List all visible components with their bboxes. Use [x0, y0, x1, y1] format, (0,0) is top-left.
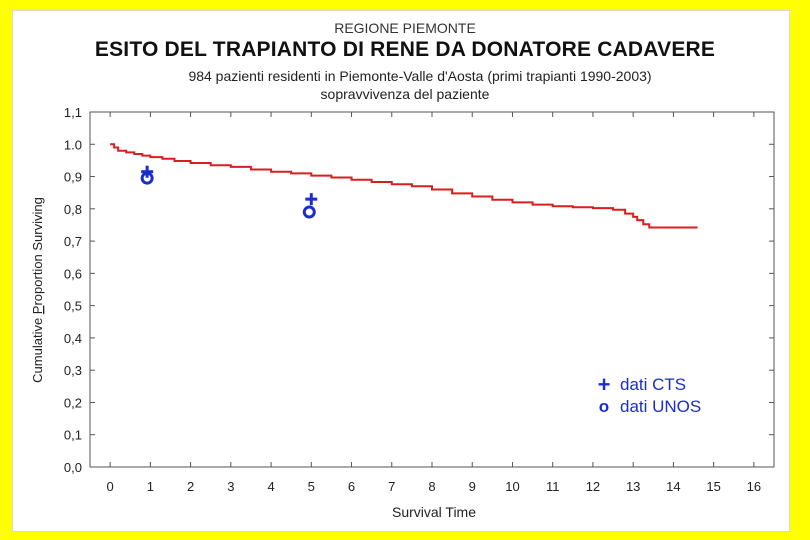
y-tick-label: 0,1 [64, 428, 82, 443]
y-axis-label-prefix: Cumulative [30, 314, 45, 383]
y-tick-label: 0,5 [64, 299, 82, 314]
y-axis-label-highlight: P [30, 306, 45, 315]
x-tick-label: 7 [388, 479, 395, 494]
y-tick-label: 0,9 [64, 170, 82, 185]
x-tick-label: 3 [227, 479, 234, 494]
series-layer [110, 143, 698, 229]
y-tick-label: 0,0 [64, 460, 82, 475]
legend: + dati CTS o dati UNOS [598, 372, 702, 416]
y-axis-label: Cumulative Proportion Surviving [30, 197, 45, 383]
x-tick-label: 5 [308, 479, 315, 494]
legend-unos-symbol: o [599, 397, 609, 416]
x-tick-label: 16 [747, 479, 761, 494]
legend-cts-label: dati CTS [620, 375, 686, 394]
y-tick-label: 0,8 [64, 202, 82, 217]
chart-title: ESITO DEL TRAPIANTO DI RENE DA DONATORE … [94, 38, 716, 61]
y-tick-label: 1.0 [64, 137, 82, 152]
y-axis-label-suffix: roportion Surviving [30, 197, 45, 305]
y-tick-label: 0,7 [64, 234, 82, 249]
y-tick-label: 0,3 [64, 363, 82, 378]
x-tick-label: 10 [505, 479, 519, 494]
x-tick-label: 1 [147, 479, 154, 494]
x-tick-label: 15 [706, 479, 720, 494]
y-tick-label: 0,4 [64, 331, 82, 346]
x-tick-label: 12 [586, 479, 600, 494]
legend-unos-label: dati UNOS [620, 397, 701, 416]
chart-subtitle-line1: 984 pazienti residenti in Piemonte-Valle… [188, 68, 652, 84]
y-tick-label: 1,1 [64, 105, 82, 120]
unos-marker [302, 205, 316, 219]
y-axis: 0,0 0,1 0,2 0,3 0,4 0,5 0,6 0,7 0,8 0,9 1.0 1,1 [64, 105, 774, 475]
x-tick-label: 14 [666, 479, 680, 494]
y-tick-label: 0,2 [64, 395, 82, 410]
chart-subtitle-line2: sopravvivenza del paziente [320, 86, 490, 102]
x-tick-label: 9 [469, 479, 476, 494]
cts-marker [305, 193, 318, 206]
y-tick-label: 0,6 [64, 266, 82, 281]
x-tick-label: 4 [267, 479, 274, 494]
marker-layer [140, 165, 318, 219]
x-tick-label: 0 [107, 479, 114, 494]
x-tick-label: 13 [626, 479, 640, 494]
x-axis: 0 1 2 3 4 5 6 7 8 9 10 11 12 13 14 15 16 [107, 112, 761, 494]
unos-marker [140, 171, 154, 185]
chart-supertitle: REGIONE PIEMONTE [334, 20, 476, 36]
legend-cts-symbol: + [598, 372, 611, 397]
x-tick-label: 11 [546, 479, 560, 494]
x-axis-label: Survival Time [392, 504, 476, 520]
x-tick-label: 6 [348, 479, 355, 494]
survival-curve [110, 143, 698, 229]
x-tick-label: 8 [428, 479, 435, 494]
chart-panel [12, 10, 790, 532]
x-tick-label: 2 [187, 479, 194, 494]
